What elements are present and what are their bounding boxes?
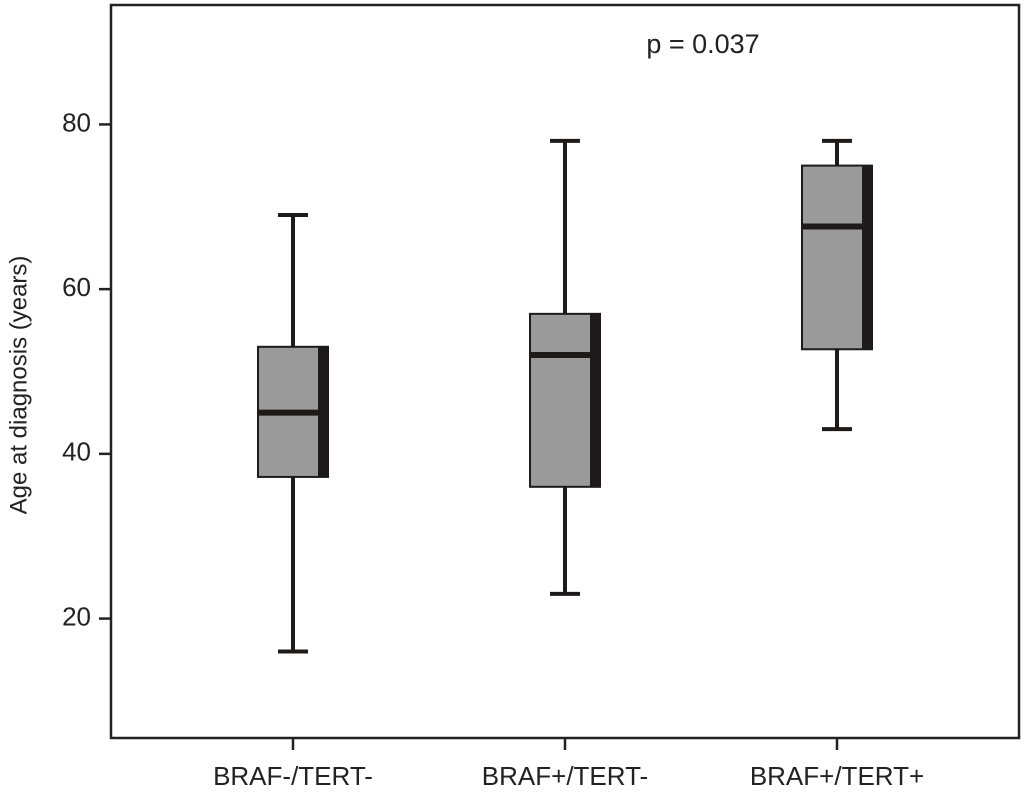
box-shadow	[590, 313, 600, 487]
box	[529, 312, 601, 488]
x-tick-label: BRAF-/TERT-	[213, 761, 373, 791]
y-axis-label: Age at diagnosis (years)	[5, 256, 32, 515]
y-tick-label: 60	[62, 272, 91, 302]
x-tick-label: BRAF+/TERT+	[750, 761, 924, 791]
x-tick-label: BRAF+/TERT-	[482, 761, 648, 791]
box-shadow	[862, 165, 872, 350]
annotation: p = 0.037	[646, 29, 759, 59]
y-tick-label: 80	[62, 107, 91, 137]
y-tick-label: 20	[62, 601, 91, 631]
box	[801, 164, 873, 351]
y-tick-label: 40	[62, 437, 91, 467]
